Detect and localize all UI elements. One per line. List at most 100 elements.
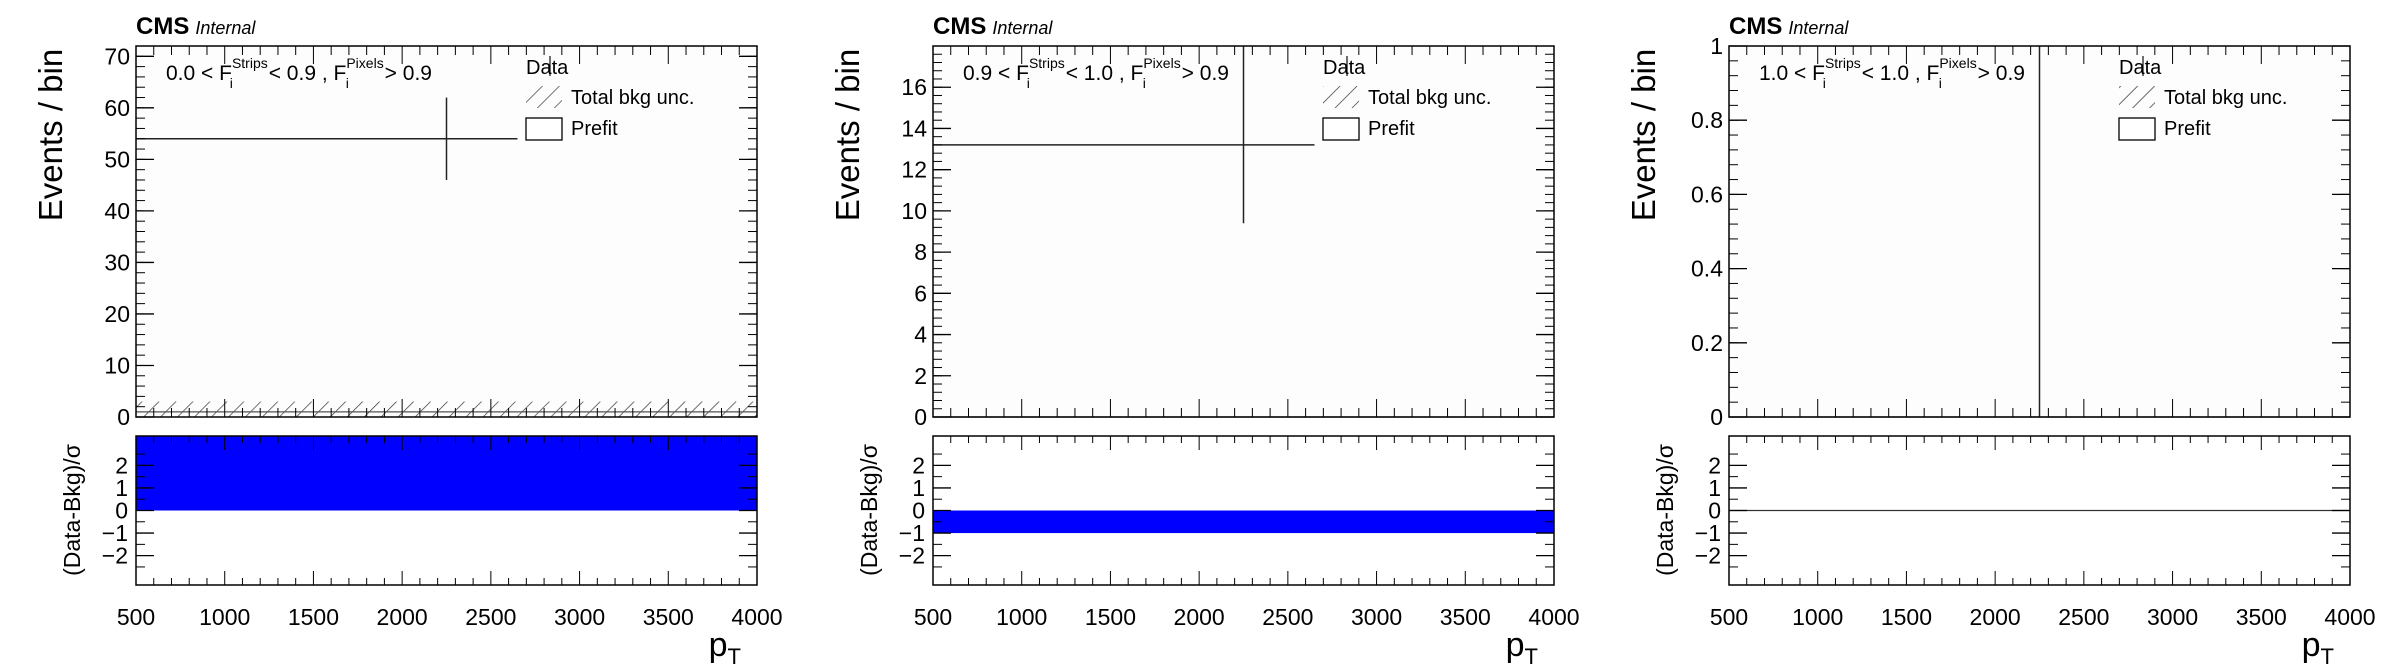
x-tick-label: 1500 — [288, 604, 339, 630]
y-tick-label: 6 — [914, 280, 927, 306]
cms-label: CMS Internal — [933, 13, 1053, 40]
experiment-label: CMS — [136, 13, 189, 40]
y-tick-label: 0.8 — [1691, 107, 1723, 133]
x-axis-title: pT — [2302, 626, 2334, 669]
x-axis-title-p: p — [2302, 626, 2321, 664]
ratio-y-tick-label: 0 — [912, 498, 925, 524]
x-tick-label: 2000 — [1970, 604, 2021, 630]
ratio-y-axis-title: (Data-Bkg)/σ — [59, 444, 85, 576]
ratio-y-tick-label: −1 — [102, 520, 128, 546]
ratio-y-tick-label: 1 — [912, 475, 925, 501]
ratio-y-tick-label: 2 — [115, 452, 128, 478]
x-tick-label: 1000 — [996, 604, 1047, 630]
legend-prefit-label: Prefit — [571, 118, 618, 140]
y-tick-label: 50 — [104, 146, 130, 172]
x-tick-label: 4000 — [1528, 604, 1579, 630]
x-tick-label: 1000 — [1792, 604, 1843, 630]
y-tick-label: 70 — [104, 43, 130, 69]
annotation-mid: < 1.0 , F — [1856, 62, 1939, 85]
annotation-sub: i — [1823, 75, 1826, 91]
category-annotation: 1.0 < FStrips i < 1.0 , FPixels i > 0.9 — [1759, 55, 2025, 91]
ratio-y-tick-label: −1 — [1695, 520, 1721, 546]
cms-label: CMS Internal — [1729, 13, 1849, 40]
y-tick-label: 0 — [914, 404, 927, 430]
legend-data-label: Data — [2119, 57, 2162, 79]
y-tick-label: 1 — [1710, 33, 1723, 59]
x-tick-label: 1000 — [199, 604, 250, 630]
x-tick-label: 4000 — [731, 604, 782, 630]
y-tick-label: 14 — [901, 115, 927, 141]
x-tick-label: 500 — [914, 604, 952, 630]
x-tick-label: 2500 — [1262, 604, 1313, 630]
experiment-label: CMS — [933, 13, 986, 40]
legend-unc-swatch — [1323, 86, 1359, 108]
x-tick-label: 500 — [117, 604, 155, 630]
y-tick-label: 20 — [104, 301, 130, 327]
x-tick-label: 4000 — [2324, 604, 2375, 630]
legend-unc-swatch — [526, 86, 562, 108]
annotation-post: > 0.9 — [1972, 62, 2025, 85]
ratio-y-tick-label: 1 — [115, 475, 128, 501]
x-tick-label: 3000 — [1351, 604, 1402, 630]
legend-data-label: Data — [1323, 57, 1366, 79]
ratio-y-tick-label: −2 — [102, 543, 128, 569]
x-tick-label: 3000 — [554, 604, 605, 630]
annotation-post: > 0.9 — [379, 62, 432, 85]
ratio-y-tick-label: 2 — [912, 452, 925, 478]
cms-label: CMS Internal — [136, 13, 256, 40]
annotation-mid: < 1.0 , F — [1060, 62, 1143, 85]
ratio-y-tick-label: −1 — [899, 520, 925, 546]
panel-3: 0 0.2 0.4 0.6 0.8 1 Events / bin CMS Internal 1.0… — [1625, 13, 2376, 669]
annotation-sub: i — [1027, 75, 1030, 91]
ratio-y-tick-label: 2 — [1708, 452, 1721, 478]
x-tick-label: 3500 — [2236, 604, 2287, 630]
y-tick-label: 12 — [901, 157, 927, 183]
annotation-pre: 1.0 < F — [1759, 62, 1825, 85]
y-axis-title: Events / bin — [1625, 49, 1662, 221]
legend-prefit-label: Prefit — [1368, 118, 1415, 140]
ratio-y-tick-label: 0 — [115, 498, 128, 524]
ratio-y-tick-label: 0 — [1708, 498, 1721, 524]
x-tick-label: 2000 — [377, 604, 428, 630]
annotation-mid: < 0.9 , F — [263, 62, 346, 85]
annotation-sup-strips: Strips — [1825, 55, 1861, 71]
y-axis-title: Events / bin — [829, 49, 866, 221]
y-tick-label: 10 — [901, 198, 927, 224]
annotation-sup-pixels: Pixels — [346, 55, 383, 71]
legend-prefit-swatch — [1322, 117, 1360, 141]
x-tick-label: 2500 — [2058, 604, 2109, 630]
x-tick-label: 3500 — [1440, 604, 1491, 630]
x-axis-title-sub: T — [1525, 644, 1538, 669]
ratio-y-axis-title: (Data-Bkg)/σ — [1652, 444, 1678, 576]
x-axis-title: pT — [1506, 626, 1538, 669]
y-tick-label: 8 — [914, 239, 927, 265]
x-axis-title: pT — [709, 626, 741, 669]
status-label: Internal — [992, 18, 1053, 38]
y-tick-label: 30 — [104, 249, 130, 275]
annotation-sub: i — [230, 75, 233, 91]
y-tick-label: 0.4 — [1691, 256, 1723, 282]
y-axis-title: Events / bin — [32, 49, 69, 221]
annotation-pre: 0.0 < F — [166, 62, 232, 85]
y-tick-label: 0.6 — [1691, 181, 1723, 207]
category-annotation: 0.9 < FStrips i < 1.0 , FPixels i > 0.9 — [963, 55, 1229, 91]
x-axis-title-p: p — [709, 626, 728, 664]
y-tick-label: 40 — [104, 198, 130, 224]
legend-data-label: Data — [526, 57, 569, 79]
x-tick-label: 2500 — [465, 604, 516, 630]
annotation-sub-2: i — [346, 75, 349, 91]
x-tick-label: 3500 — [643, 604, 694, 630]
legend-unc-label: Total bkg unc. — [571, 87, 694, 109]
y-tick-label: 0 — [117, 404, 130, 430]
annotation-pre: 0.9 < F — [963, 62, 1029, 85]
legend-unc-label: Total bkg unc. — [2164, 87, 2287, 109]
ratio-y-tick-label: −2 — [1695, 543, 1721, 569]
annotation-sup-strips: Strips — [232, 55, 268, 71]
y-tick-label: 4 — [914, 322, 927, 348]
main-frame — [932, 45, 1555, 418]
annotation-sub-2: i — [1939, 75, 1942, 91]
experiment-label: CMS — [1729, 13, 1782, 40]
